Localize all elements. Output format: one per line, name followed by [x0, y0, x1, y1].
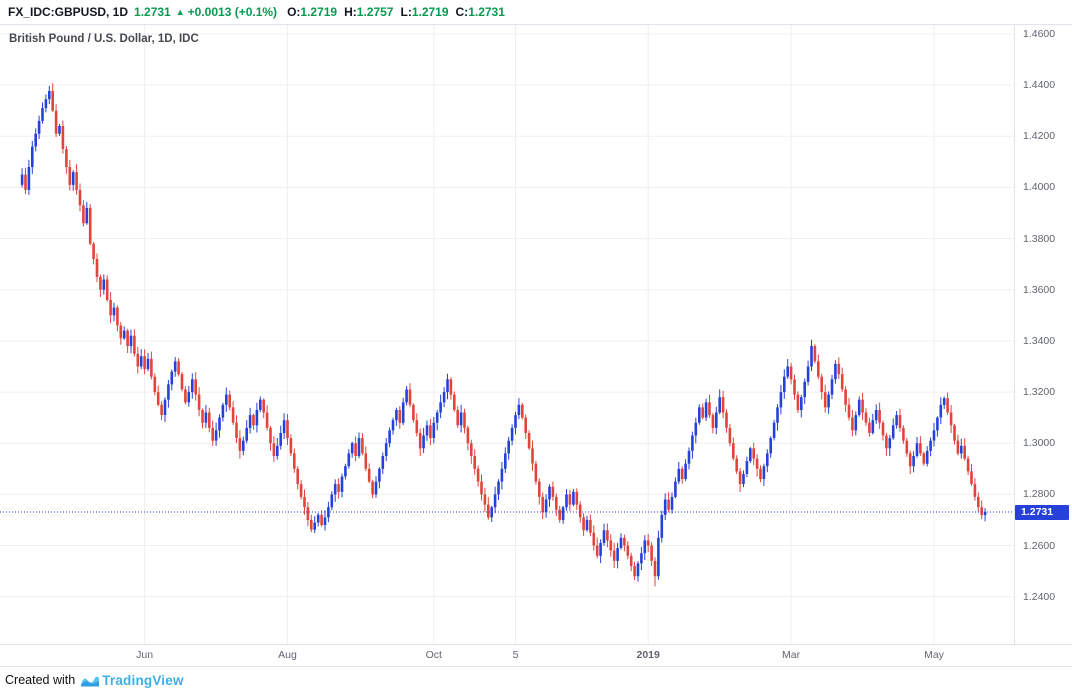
price-change: +0.0013 (+0.1%) — [187, 5, 278, 19]
price-tick-label: 1.4400 — [1023, 79, 1056, 92]
price-tick-label: 1.3600 — [1023, 283, 1056, 296]
price-tick-label: 1.4600 — [1023, 28, 1056, 40]
plot-region[interactable]: British Pound / U.S. Dollar, 1D, IDC — [0, 25, 1014, 644]
time-tick-label: 5 — [512, 649, 519, 661]
tradingview-logo[interactable]: TradingView — [81, 673, 183, 688]
price-tick-label: 1.2800 — [1023, 488, 1056, 501]
price-tick-label: 1.4200 — [1023, 130, 1056, 143]
candlestick-canvas[interactable] — [0, 25, 1014, 644]
tradingview-wordmark: TradingView — [102, 672, 184, 688]
chart-title: British Pound / U.S. Dollar, 1D, IDC — [9, 33, 199, 45]
price-tick-label: 1.2400 — [1023, 590, 1056, 603]
price-tick-label: 1.2600 — [1023, 539, 1056, 552]
price-tick-label: 1.4000 — [1023, 181, 1056, 194]
symbol-name[interactable]: FX_IDC:GBPUSD, 1D — [8, 5, 129, 19]
up-arrow-icon: ▲ — [175, 7, 185, 17]
legend-open: O:1.2719 — [287, 5, 338, 19]
time-tick-label: Jun — [136, 649, 154, 661]
legend-low: L:1.2719 — [400, 5, 449, 19]
price-tick-label: 1.3400 — [1023, 334, 1056, 347]
price-tick-label: 1.3000 — [1023, 437, 1056, 450]
price-tick-label: 1.3200 — [1023, 386, 1056, 399]
attribution-footer: Created with TradingView — [0, 667, 1072, 693]
time-tick-label: Aug — [278, 649, 297, 661]
chart-area[interactable]: British Pound / U.S. Dollar, 1D, IDC 1.4… — [0, 24, 1072, 667]
time-scale[interactable]: Jun Aug Oct 5 2019 Mar May — [0, 644, 1072, 666]
symbol-legend: FX_IDC:GBPUSD, 1D 1.2731 ▲ +0.0013 (+0.1… — [0, 0, 1072, 24]
time-tick-label: 2019 — [636, 649, 660, 661]
last-price: 1.2731 — [134, 5, 171, 19]
price-scale[interactable]: 1.4600 1.4400 1.4200 1.4000 1.3800 1.3600 1.34… — [1014, 25, 1072, 644]
time-tick-label: Mar — [782, 649, 801, 661]
legend-close: C:1.2731 — [455, 5, 505, 19]
price-tick-label: 1.3800 — [1023, 232, 1056, 245]
legend-high: H:1.2757 — [344, 5, 394, 19]
created-with-text: Created with — [5, 673, 76, 687]
last-price-axis-label: 1.2731 — [1015, 504, 1069, 520]
tradingview-wave-icon — [81, 676, 100, 686]
time-tick-label: Oct — [425, 649, 442, 661]
time-tick-label: May — [924, 649, 944, 661]
